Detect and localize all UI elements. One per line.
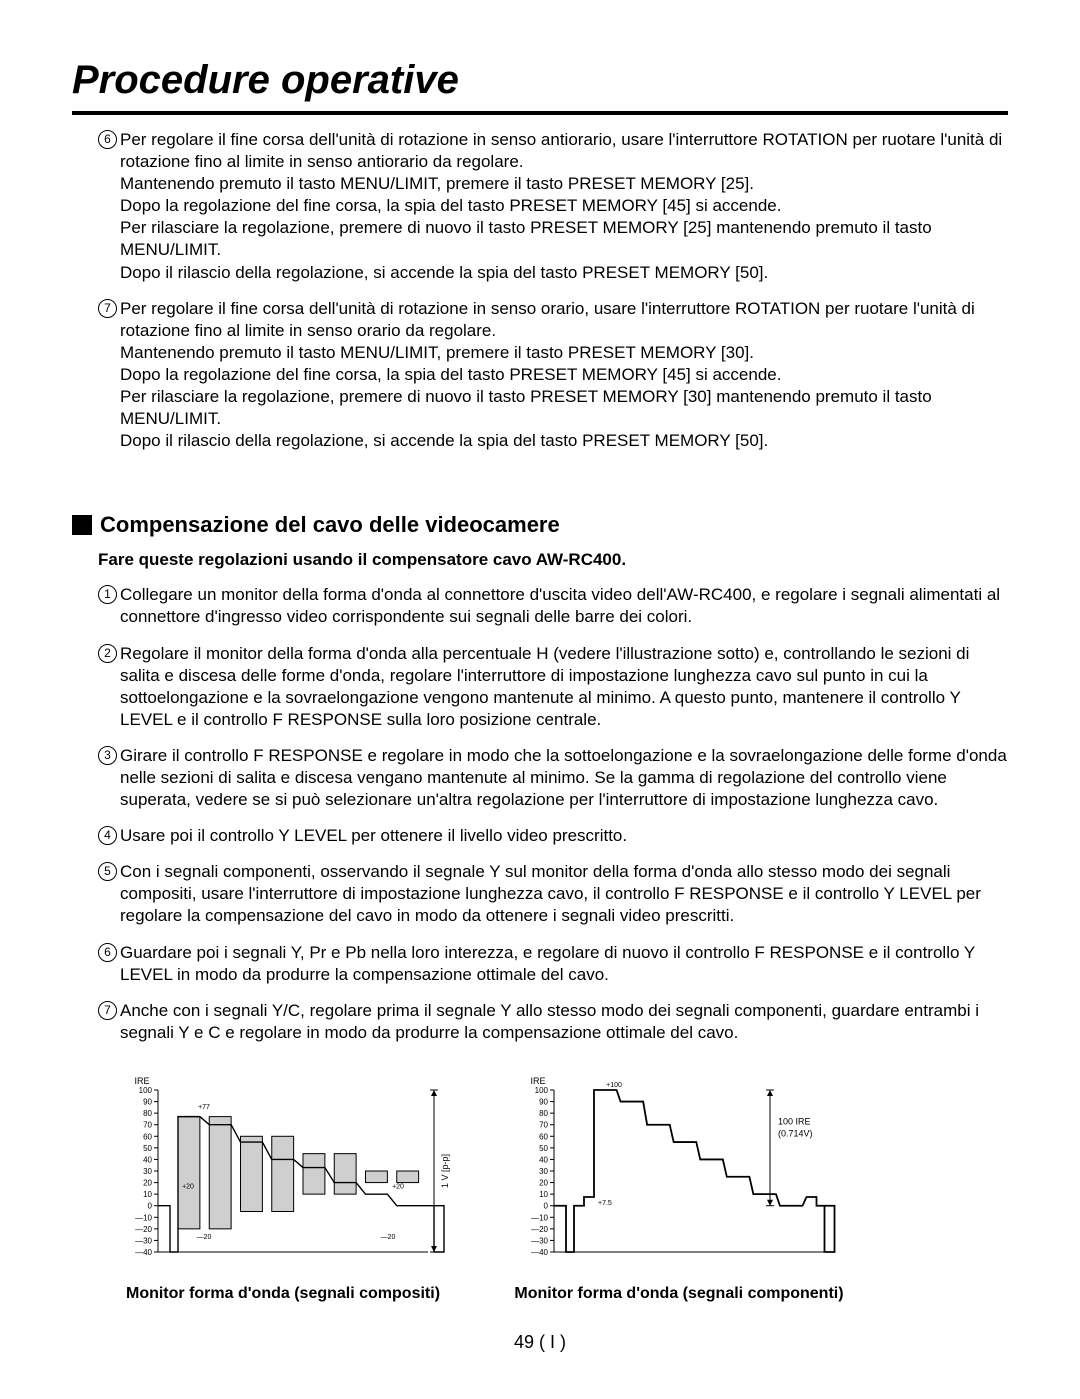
circled-number-icon: 6	[98, 943, 117, 962]
step-text: Per regolare il fine corsa dell'unità di…	[120, 129, 1008, 284]
step-number-col: 5	[98, 861, 120, 927]
circled-number-icon: 7	[98, 1001, 117, 1020]
list-item: 7Per regolare il fine corsa dell'unità d…	[72, 298, 1008, 453]
svg-text:—30: —30	[135, 1236, 152, 1245]
list-item: 3Girare il controllo F RESPONSE e regola…	[72, 745, 1008, 811]
step-text: Anche con i segnali Y/C, regolare prima …	[120, 1000, 1008, 1044]
svg-text:30: 30	[143, 1167, 152, 1176]
svg-text:60: 60	[539, 1132, 548, 1141]
svg-text:90: 90	[143, 1097, 152, 1106]
svg-text:70: 70	[539, 1121, 548, 1130]
list-item: 5Con i segnali componenti, osservando il…	[72, 861, 1008, 927]
svg-text:+7.5: +7.5	[598, 1200, 612, 1207]
page-number: 49 ( I )	[0, 1332, 1080, 1353]
section-heading: Compensazione del cavo delle videocamere	[72, 512, 1008, 538]
chart-left-cell: IRE1009080706050403020100—10—20—30—40+77…	[98, 1072, 518, 1303]
bottom-steps-list: 1Collegare un monitor della forma d'onda…	[72, 584, 1008, 1044]
svg-text:—40: —40	[531, 1248, 548, 1257]
step-number-col: 6	[98, 129, 120, 284]
step-text: Girare il controllo F RESPONSE e regolar…	[120, 745, 1008, 811]
svg-text:0: 0	[544, 1202, 549, 1211]
list-item: 4Usare poi il controllo Y LEVEL per otte…	[72, 825, 1008, 847]
step-text: Usare poi il controllo Y LEVEL per otten…	[120, 825, 1008, 847]
svg-text:—10: —10	[135, 1213, 152, 1222]
waveform-chart-right: IRE1009080706050403020100—10—20—30—40+10…	[494, 1072, 864, 1272]
chart-left-caption: Monitor forma d'onda (segnali compositi)	[98, 1285, 468, 1303]
list-item: 7Anche con i segnali Y/C, regolare prima…	[72, 1000, 1008, 1044]
chart-right-caption: Monitor forma d'onda (segnali componenti…	[494, 1285, 864, 1303]
step-number-col: 7	[98, 1000, 120, 1044]
title-rule	[72, 111, 1008, 115]
step-number-col: 3	[98, 745, 120, 811]
step-text: Regolare il monitor della forma d'onda a…	[120, 643, 1008, 731]
svg-text:+77: +77	[198, 1104, 210, 1111]
svg-text:50: 50	[539, 1144, 548, 1153]
chart-row: IRE1009080706050403020100—10—20—30—40+77…	[98, 1072, 1008, 1303]
svg-text:—20: —20	[135, 1225, 152, 1234]
svg-text:10: 10	[539, 1190, 548, 1199]
document-page: Procedure operative 6Per regolare il fin…	[0, 0, 1080, 1399]
list-item: 6Guardare poi i segnali Y, Pr e Pb nella…	[72, 942, 1008, 986]
svg-text:70: 70	[143, 1121, 152, 1130]
section-bullet-icon	[72, 515, 92, 535]
svg-text:IRE: IRE	[134, 1076, 149, 1086]
svg-text:50: 50	[143, 1144, 152, 1153]
svg-text:1 V [p-p]: 1 V [p-p]	[440, 1154, 450, 1188]
chart-right-cell: IRE1009080706050403020100—10—20—30—40+10…	[494, 1072, 914, 1303]
svg-text:—30: —30	[531, 1236, 548, 1245]
step-number-col: 7	[98, 298, 120, 453]
section-subheading: Fare queste regolazioni usando il compen…	[98, 550, 1008, 570]
svg-text:0: 0	[148, 1202, 153, 1211]
circled-number-icon: 2	[98, 644, 117, 663]
svg-text:80: 80	[539, 1109, 548, 1118]
step-number-col: 1	[98, 584, 120, 628]
step-text: Con i segnali componenti, osservando il …	[120, 861, 1008, 927]
svg-text:100: 100	[535, 1086, 549, 1095]
svg-text:—10: —10	[531, 1213, 548, 1222]
svg-text:—40: —40	[135, 1248, 152, 1257]
svg-text:20: 20	[539, 1178, 548, 1187]
step-text: Guardare poi i segnali Y, Pr e Pb nella …	[120, 942, 1008, 986]
circled-number-icon: 1	[98, 585, 117, 604]
svg-text:90: 90	[539, 1097, 548, 1106]
step-number-col: 4	[98, 825, 120, 847]
svg-text:+20: +20	[182, 1183, 194, 1190]
svg-text:—20: —20	[197, 1234, 212, 1241]
svg-text:100 IRE: 100 IRE	[778, 1117, 811, 1127]
list-item: 1Collegare un monitor della forma d'onda…	[72, 584, 1008, 628]
svg-text:80: 80	[143, 1109, 152, 1118]
circled-number-icon: 4	[98, 826, 117, 845]
top-steps-list: 6Per regolare il fine corsa dell'unità d…	[72, 129, 1008, 452]
section-title: Compensazione del cavo delle videocamere	[100, 512, 560, 538]
list-item: 6Per regolare il fine corsa dell'unità d…	[72, 129, 1008, 284]
svg-text:30: 30	[539, 1167, 548, 1176]
page-title: Procedure operative	[72, 58, 1008, 105]
step-number-col: 2	[98, 643, 120, 731]
list-item: 2Regolare il monitor della forma d'onda …	[72, 643, 1008, 731]
svg-text:IRE: IRE	[530, 1076, 545, 1086]
svg-text:—20: —20	[381, 1234, 396, 1241]
svg-text:40: 40	[539, 1155, 548, 1164]
circled-number-icon: 3	[98, 746, 117, 765]
svg-text:—20: —20	[531, 1225, 548, 1234]
svg-text:10: 10	[143, 1190, 152, 1199]
svg-text:100: 100	[139, 1086, 153, 1095]
waveform-chart-left: IRE1009080706050403020100—10—20—30—40+77…	[98, 1072, 468, 1272]
step-number-col: 6	[98, 942, 120, 986]
svg-text:40: 40	[143, 1155, 152, 1164]
svg-text:20: 20	[143, 1178, 152, 1187]
svg-text:+100: +100	[606, 1082, 622, 1089]
circled-number-icon: 6	[98, 130, 117, 149]
svg-text:+20: +20	[392, 1183, 404, 1190]
step-text: Per regolare il fine corsa dell'unità di…	[120, 298, 1008, 453]
svg-text:(0.714V): (0.714V)	[778, 1129, 813, 1139]
step-text: Collegare un monitor della forma d'onda …	[120, 584, 1008, 628]
svg-text:60: 60	[143, 1132, 152, 1141]
circled-number-icon: 5	[98, 862, 117, 881]
circled-number-icon: 7	[98, 299, 117, 318]
